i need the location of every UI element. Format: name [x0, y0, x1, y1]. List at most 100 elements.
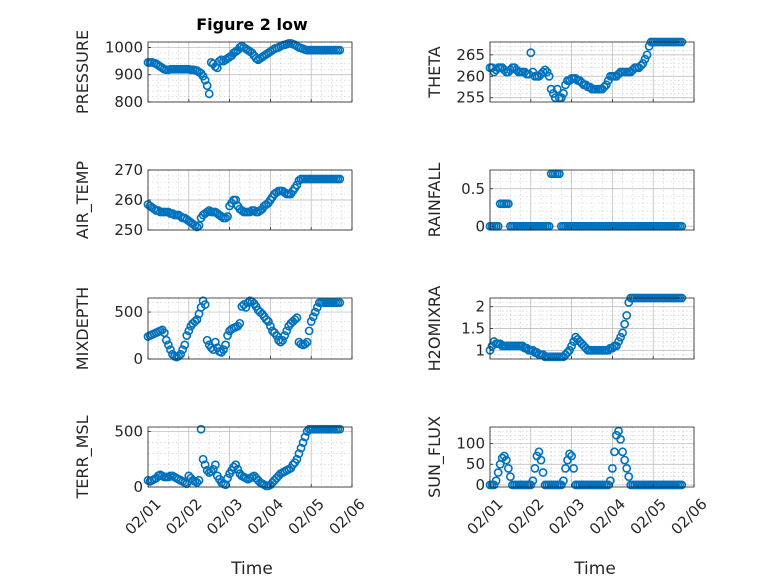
data-series [143, 38, 345, 99]
data-point [614, 337, 623, 346]
y-tick-label: 50 [466, 455, 485, 473]
data-point [249, 206, 259, 215]
data-point [335, 424, 345, 434]
data-point [302, 337, 312, 347]
data-series [485, 426, 687, 490]
y-tick-label: 270 [114, 161, 143, 179]
data-point [335, 45, 345, 55]
y-axis-label: TERR_MSL [73, 415, 93, 499]
data-point [233, 464, 243, 474]
data-point [550, 93, 560, 103]
y-tick-label: 2 [475, 298, 485, 316]
data-point [565, 345, 574, 355]
data-point [536, 455, 546, 465]
data-point [620, 319, 630, 329]
data-point [538, 67, 548, 77]
data-point [217, 212, 226, 221]
data-point [235, 318, 245, 328]
data-point [530, 463, 540, 473]
data-point [503, 463, 513, 473]
data-point [544, 71, 554, 81]
data-point [223, 212, 232, 221]
data-point [308, 312, 318, 322]
data-point [161, 335, 171, 345]
data-point [620, 455, 630, 465]
y-axis-label: SUN_FLUX [425, 416, 445, 498]
x-tick-label: 02/01 [121, 495, 164, 538]
axes-frame [147, 297, 353, 360]
data-point [202, 81, 212, 91]
data-point [263, 317, 273, 326]
panel-5: 0 500 MIXDEPTH [73, 287, 353, 370]
data-point [219, 345, 228, 355]
data-point [294, 449, 304, 459]
y-tick-label: 255 [456, 89, 485, 107]
y-tick-label: 100 [456, 435, 485, 453]
data-series [143, 174, 345, 232]
data-point [221, 340, 230, 350]
y-tick-label: 1 [475, 341, 485, 359]
data-point [265, 321, 275, 331]
data-point [642, 50, 652, 60]
data-point [194, 221, 204, 230]
data-point [616, 435, 625, 444]
data-point [296, 443, 306, 453]
x-axis-label-right: Time [573, 559, 616, 579]
data-point [166, 345, 175, 355]
data-point [599, 82, 609, 92]
axes-frame [489, 169, 695, 231]
y-tick-label: 0 [475, 476, 485, 494]
data-point [491, 476, 501, 486]
y-tick-label: 900 [114, 66, 143, 84]
data-point [616, 332, 625, 342]
y-tick-label: 260 [456, 67, 485, 85]
x-tick-label: 02/01 [463, 495, 506, 538]
data-point [192, 315, 202, 324]
y-tick-label: 500 [114, 303, 143, 321]
data-point [335, 298, 345, 308]
data-point [192, 478, 202, 487]
data-point [306, 317, 316, 326]
y-axis-label: MIXDEPTH [73, 287, 92, 370]
data-point [552, 84, 562, 94]
y-axis-label: AIR_TEMP [73, 161, 93, 239]
data-point [178, 345, 188, 355]
data-point [614, 426, 623, 436]
data-point [526, 48, 536, 58]
data-point [210, 337, 220, 347]
data-point [610, 447, 619, 457]
data-point [292, 313, 302, 323]
data-point [622, 463, 632, 473]
data-point [202, 465, 212, 475]
axes-frame [489, 426, 695, 488]
axes-frame [489, 41, 695, 103]
data-point [569, 463, 579, 473]
panel-8: 0 50 100 SUN_FLUX 02/0102/0202/0302/0402/050… [425, 416, 711, 538]
data-point [288, 460, 298, 470]
data-point [501, 455, 511, 465]
data-point [601, 80, 611, 90]
data-point [540, 65, 550, 75]
x-tick-label: 02/02 [162, 495, 205, 538]
data-point [221, 213, 230, 223]
data-point [298, 438, 308, 447]
x-axis-label-left: Time [230, 559, 273, 579]
axes-frame [147, 426, 353, 488]
data-point [237, 302, 247, 311]
data-point [174, 351, 183, 361]
x-tick-label: 02/03 [545, 495, 588, 538]
data-point [505, 472, 515, 482]
data-point [567, 341, 576, 351]
data-point [677, 480, 687, 490]
data-point [557, 480, 566, 490]
data-point [282, 326, 292, 336]
data-point [245, 207, 255, 217]
data-point [190, 221, 200, 230]
data-point [640, 54, 650, 64]
y-axis-label: H2OMIXRA [425, 286, 444, 372]
data-point [608, 463, 617, 473]
plot-area [490, 170, 694, 230]
data-point [190, 317, 200, 326]
data-point [557, 93, 566, 103]
panel-6: 1 1.5 2 H2OMIXRA [425, 286, 695, 372]
